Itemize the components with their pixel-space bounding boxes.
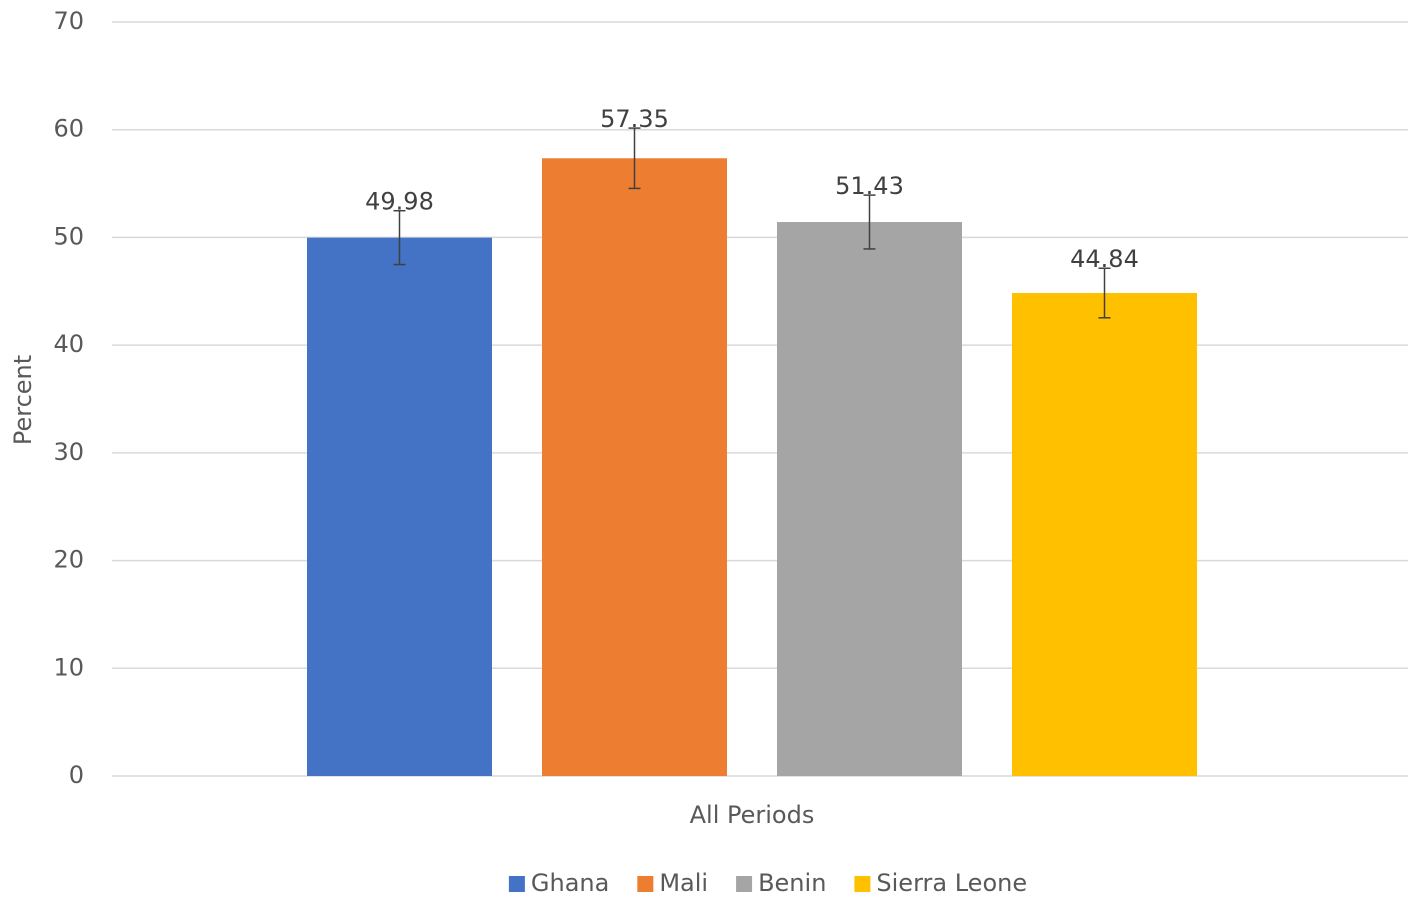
y-axis-title: Percent xyxy=(9,355,37,445)
bar xyxy=(307,237,492,777)
legend-swatch xyxy=(508,876,525,892)
error-bar xyxy=(393,209,406,266)
data-label: 51.43 xyxy=(835,172,904,200)
legend-label: Ghana xyxy=(531,869,609,897)
data-label: 44.84 xyxy=(1070,245,1139,273)
legend-swatch xyxy=(637,876,654,892)
legend-swatch xyxy=(736,876,753,892)
bar xyxy=(1012,293,1197,776)
bar xyxy=(777,222,962,777)
error-bar xyxy=(628,127,641,190)
y-tick-label: 70 xyxy=(53,7,84,35)
y-tick-label: 20 xyxy=(53,546,84,574)
y-tick-label: 50 xyxy=(53,222,84,250)
bar xyxy=(542,158,727,777)
error-bar xyxy=(863,194,876,250)
error-bar xyxy=(1098,267,1111,319)
y-tick-label: 0 xyxy=(69,761,84,789)
legend-label: Benin xyxy=(758,869,826,897)
data-label: 57.35 xyxy=(600,105,669,133)
data-label: 49.98 xyxy=(365,188,434,216)
legend-swatch xyxy=(854,876,871,892)
x-tick-label: All Periods xyxy=(690,801,815,829)
legend-label: Sierra Leone xyxy=(876,869,1027,897)
y-tick-label: 60 xyxy=(53,115,84,143)
y-tick-label: 10 xyxy=(53,653,84,681)
y-tick-label: 30 xyxy=(53,438,84,466)
legend-label: Mali xyxy=(659,869,708,897)
y-tick-label: 40 xyxy=(53,330,84,358)
